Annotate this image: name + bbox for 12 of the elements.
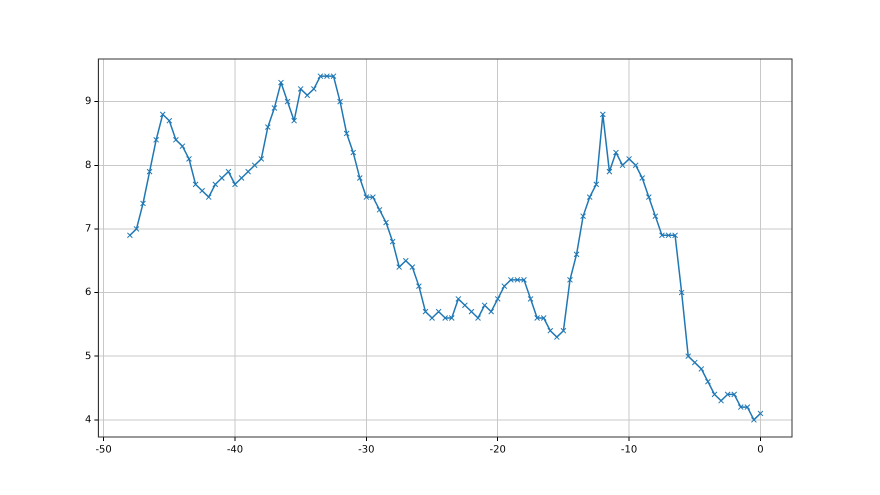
y-tick-label: 7 bbox=[84, 224, 92, 235]
x-tick-label: -40 bbox=[226, 444, 244, 456]
x-tick-label: -20 bbox=[490, 444, 506, 456]
x-tick-label: -30 bbox=[358, 444, 375, 456]
y-tick-label: 4 bbox=[84, 414, 92, 426]
x-tick-label: 0 bbox=[757, 444, 764, 456]
y-tick-label: 9 bbox=[84, 96, 92, 108]
x-tick-label: -10 bbox=[620, 444, 638, 456]
y-tick-label: 6 bbox=[84, 287, 92, 298]
x-tick-label: -50 bbox=[95, 444, 112, 456]
y-tick-label: 8 bbox=[84, 160, 92, 171]
y-tick-label: 5 bbox=[84, 350, 92, 362]
